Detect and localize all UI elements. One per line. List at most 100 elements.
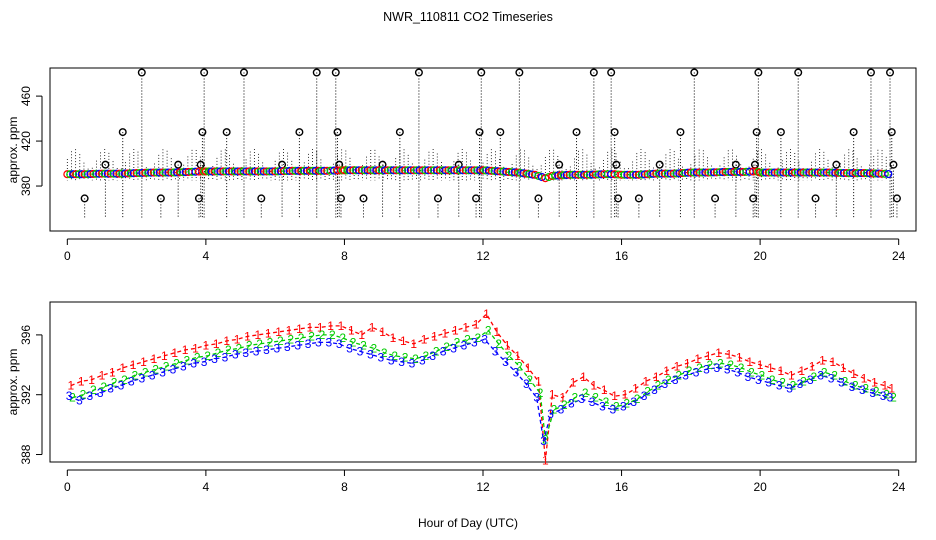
top-trace-point (66, 170, 75, 179)
top-trace-point (848, 169, 857, 178)
bottom-series-3-point: 3 (786, 382, 793, 396)
bottom-series-2-point: 2 (790, 379, 797, 393)
bottom-series-3-point: 3 (294, 338, 301, 352)
top-outlier-point (239, 68, 248, 77)
top-trace-point (398, 166, 407, 175)
bottom-series-3-point: 3 (817, 368, 824, 382)
bottom-series-1-point: 1 (348, 323, 355, 337)
top-trace-point (126, 169, 135, 178)
top-trace-point (782, 168, 791, 177)
top-outlier-point (849, 128, 858, 137)
bottom-series-1-point: 1 (622, 388, 629, 402)
bottom-series-3-point: 3 (651, 383, 658, 397)
bottom-series-2-point: 2 (810, 370, 817, 384)
top-trace-point (643, 170, 652, 179)
top-trace-point (773, 168, 782, 177)
top-trace-point (764, 168, 773, 177)
top-trace-point (594, 170, 603, 179)
top-panel: 0 4 8 12 16 20 24 380 420 460 approx. ppm (6, 67, 917, 263)
bottom-series-3-point: 3 (807, 373, 814, 387)
top-trace-point (732, 167, 742, 177)
top-trace-point (464, 166, 473, 175)
top-trace-point (297, 166, 306, 175)
bottom-series-2-point: 2 (842, 374, 849, 388)
bottom-series-3-point: 3 (398, 355, 405, 369)
bottom-series-2-point: 2 (298, 331, 305, 345)
bottom-series-2-point: 2 (873, 385, 880, 399)
bottom-series-3-point: 3 (502, 355, 509, 369)
top-trace-point (646, 169, 655, 179)
top-trace-point (756, 168, 765, 177)
top-trace-point (640, 170, 649, 179)
bottom-series-2-point: 2 (821, 365, 828, 379)
top-trace-point (317, 166, 326, 175)
top-trace-point (649, 169, 658, 178)
bottom-series-3-point: 3 (547, 407, 554, 421)
top-trace-point (170, 168, 179, 177)
top-trace-point (871, 169, 880, 178)
top-trace-point (461, 166, 470, 175)
top-trace-point (669, 169, 678, 178)
top-trace-point (831, 168, 840, 177)
top-trace-point (109, 169, 118, 178)
bottom-series-1-point: 1 (663, 364, 670, 378)
top-trace-point (666, 169, 675, 178)
top-outlier-point (395, 128, 404, 137)
top-trace-point (718, 168, 727, 177)
top-trace-point (706, 168, 716, 177)
bottom-series-2-point: 2 (152, 362, 159, 376)
bottom-series-3-point: 3 (765, 376, 772, 390)
bottom-series-3-point: 3 (724, 362, 731, 376)
top-trace-point (559, 171, 568, 180)
top-trace-point (363, 166, 372, 175)
top-outlier-point (515, 68, 524, 77)
top-trace-point (236, 167, 245, 176)
top-trace-point (579, 170, 589, 179)
bottom-series-3-point: 3 (86, 389, 93, 403)
bottom-series-1-point: 1 (234, 332, 241, 346)
top-outlier-point (832, 160, 841, 169)
bottom-series-1-point: 1 (78, 374, 85, 388)
bottom-series-1-point: 1 (494, 325, 501, 339)
bottom-series-1-point: 1 (99, 368, 106, 382)
top-trace-point (201, 167, 210, 176)
bottom-series-1-point: 1 (819, 353, 826, 367)
top-trace-point (857, 169, 866, 178)
top-trace-point (89, 169, 98, 179)
bottom-series-2-point: 2 (727, 358, 734, 372)
top-trace-point (455, 166, 464, 175)
top-trace-point (548, 171, 557, 180)
top-trace-point (268, 167, 277, 176)
chart-title: NWR_110811 CO2 Timeseries (383, 10, 553, 24)
top-trace-point (724, 167, 733, 177)
top-trace-point (80, 170, 89, 179)
top-trace-point (571, 170, 580, 179)
top-trace-point (626, 170, 635, 179)
top-outlier-point (359, 194, 368, 203)
bottom-series-3-point: 3 (533, 391, 540, 405)
top-trace-point (629, 170, 638, 179)
top-trace-point (265, 167, 274, 176)
bottom-series-1-point: 1 (525, 361, 532, 375)
top-trace-point (349, 166, 358, 175)
top-outlier-point (614, 194, 623, 203)
bottom-series-2-point: 2 (495, 337, 502, 351)
bottom-series-1-point: 1 (400, 334, 407, 348)
top-trace-point (112, 169, 121, 178)
bottom-series-3-point: 3 (201, 355, 208, 369)
top-trace-point (242, 167, 251, 176)
top-plot-frame (49, 67, 917, 232)
bottom-series-2-point: 2 (423, 349, 430, 363)
top-trace-point (681, 168, 690, 177)
bottom-series-2-point: 2 (246, 338, 253, 352)
bottom-series-2-point: 2 (225, 343, 232, 357)
top-trace-point (534, 171, 543, 180)
top-trace-point (389, 166, 398, 175)
top-trace-point (103, 169, 112, 178)
top-trace-point (224, 167, 234, 176)
bottom-series-1-point: 1 (244, 329, 251, 343)
top-trace-point (701, 168, 710, 177)
top-trace-point (92, 169, 101, 178)
top-trace-point (663, 169, 672, 178)
top-trace-point (311, 166, 320, 175)
